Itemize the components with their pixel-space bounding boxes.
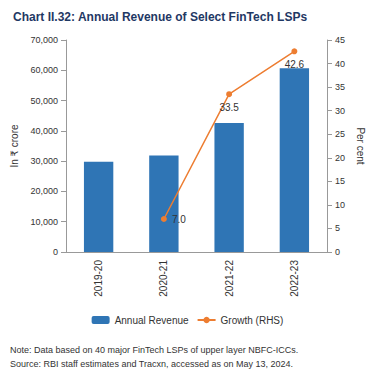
svg-text:Annual Revenue: Annual Revenue (115, 315, 189, 326)
svg-text:2020-21: 2020-21 (158, 260, 169, 297)
svg-text:In ₹ crore: In ₹ crore (9, 124, 20, 167)
svg-text:10: 10 (335, 200, 345, 210)
svg-text:45: 45 (335, 35, 345, 45)
svg-text:2019-20: 2019-20 (93, 260, 104, 297)
svg-text:15: 15 (335, 176, 345, 186)
svg-text:25: 25 (335, 129, 345, 139)
svg-text:40: 40 (335, 59, 345, 69)
svg-text:50,000: 50,000 (30, 96, 58, 106)
svg-text:7.0: 7.0 (172, 214, 186, 225)
svg-text:Growth (RHS): Growth (RHS) (221, 315, 284, 326)
svg-text:33.5: 33.5 (219, 102, 239, 113)
svg-text:0: 0 (335, 247, 340, 257)
svg-text:10,000: 10,000 (30, 217, 58, 227)
svg-text:5: 5 (335, 223, 340, 233)
svg-text:60,000: 60,000 (30, 65, 58, 75)
svg-text:2022-23: 2022-23 (289, 260, 300, 297)
svg-text:40,000: 40,000 (30, 126, 58, 136)
svg-text:35: 35 (335, 82, 345, 92)
svg-text:Chart II.32: Annual Revenue of: Chart II.32: Annual Revenue of Select Fi… (13, 10, 307, 24)
svg-text:30: 30 (335, 106, 345, 116)
svg-text:Per cent: Per cent (355, 127, 366, 164)
svg-text:0: 0 (53, 247, 58, 257)
svg-text:Source: RBI staff estimates an: Source: RBI staff estimates and Tracxn, … (10, 359, 293, 369)
svg-text:30,000: 30,000 (30, 156, 58, 166)
svg-text:42.6: 42.6 (285, 59, 305, 70)
svg-text:20: 20 (335, 153, 345, 163)
svg-text:Note: Data based on 40 major F: Note: Data based on 40 major FinTech LSP… (10, 345, 298, 355)
svg-text:70,000: 70,000 (30, 35, 58, 45)
svg-text:2021-22: 2021-22 (224, 260, 235, 297)
svg-text:20,000: 20,000 (30, 186, 58, 196)
